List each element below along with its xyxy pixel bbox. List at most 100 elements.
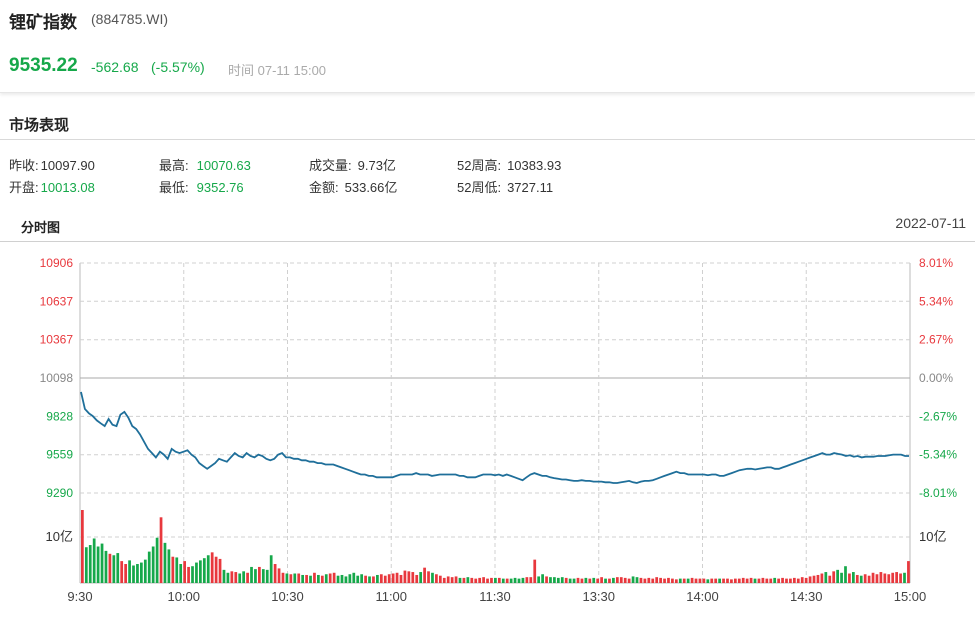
volume-bar xyxy=(376,574,379,583)
volume-bar xyxy=(891,572,895,583)
pct-tick-label: 8.01% xyxy=(919,256,953,270)
volume-bar xyxy=(722,578,725,583)
volume-bar xyxy=(800,577,804,583)
volume-bar xyxy=(777,578,780,583)
volume-bar xyxy=(313,572,316,583)
volume-bar xyxy=(513,577,517,583)
pct-tick-label: -2.67% xyxy=(919,409,957,423)
volume-bar xyxy=(580,578,584,583)
volume-bar xyxy=(415,574,419,583)
pct-tick-label: 0.00% xyxy=(919,371,953,385)
volume-bar xyxy=(545,576,548,583)
volume-bar xyxy=(446,576,450,583)
volume-bar xyxy=(108,553,112,583)
volume-bar xyxy=(588,578,592,583)
volume-bar xyxy=(698,578,702,583)
volume-bar xyxy=(399,574,403,583)
index-code: (884785.WI) xyxy=(91,11,169,27)
volume-bar xyxy=(132,565,135,583)
volume-bar xyxy=(175,557,179,583)
volume-bar xyxy=(411,572,415,583)
index-name: 锂矿指数 xyxy=(9,13,77,32)
stat-label: 开盘: xyxy=(9,180,39,195)
volume-label-right: 10亿 xyxy=(919,529,946,544)
volume-bar xyxy=(529,577,533,583)
volume-bar xyxy=(92,538,96,583)
volume-bar xyxy=(706,579,710,583)
volume-bar xyxy=(277,568,281,583)
volume-bar xyxy=(694,578,698,583)
volume-bar xyxy=(458,577,462,583)
volume-bar xyxy=(816,574,820,583)
volume-bar xyxy=(840,572,843,583)
volume-bar xyxy=(482,577,485,583)
volume-bar xyxy=(494,577,497,583)
volume-bar xyxy=(151,546,155,583)
y-tick-label: 9290 xyxy=(46,486,73,500)
volume-bar xyxy=(407,571,411,583)
current-price: 9535.22 xyxy=(9,55,78,76)
volume-bar xyxy=(686,578,690,583)
volume-bar xyxy=(647,577,651,583)
volume-bar xyxy=(643,578,647,583)
volume-bar xyxy=(859,575,863,583)
volume-bar xyxy=(505,578,509,583)
volume-bar xyxy=(120,561,124,583)
volume-bar xyxy=(104,550,108,583)
volume-bar xyxy=(690,577,694,583)
volume-bar xyxy=(604,578,607,583)
volume-bar xyxy=(218,558,222,583)
volume-bar xyxy=(183,561,187,583)
volume-bar xyxy=(769,578,773,583)
volume-bar xyxy=(81,510,84,583)
volume-bar xyxy=(600,577,603,583)
intraday-chart[interactable]: 10906 8.01% 10637 5.34% 10367 2.67% 10098 0.00%… xyxy=(0,242,975,629)
x-tick-label: 10:30 xyxy=(271,589,304,604)
volume-bar xyxy=(804,577,808,583)
tab-intraday-chart[interactable]: 分时图 xyxy=(21,220,61,235)
volume-bar xyxy=(631,576,635,583)
volume-bar xyxy=(84,547,88,583)
chart-divider xyxy=(0,241,975,242)
volume-bar xyxy=(844,566,847,583)
stat-label: 最低: xyxy=(159,180,189,195)
volume-bar xyxy=(442,577,446,583)
volume-bar xyxy=(537,576,541,583)
volume-bar xyxy=(395,572,399,583)
volume-bar xyxy=(509,578,513,583)
stat-label: 52周高: xyxy=(457,158,502,173)
x-tick-label: 13:30 xyxy=(582,589,615,604)
volume-bar xyxy=(627,578,631,583)
volume-bar xyxy=(199,560,202,583)
y-tick-label: 10637 xyxy=(40,294,74,308)
volume-bar xyxy=(273,564,277,583)
stat-52w-low: 52周低: 3727.11 xyxy=(457,177,553,196)
volume-bar xyxy=(159,517,163,583)
volume-label-left: 10亿 xyxy=(46,529,73,544)
volume-bar xyxy=(317,574,320,583)
volume-bar xyxy=(234,572,238,583)
y-tick-label: 9559 xyxy=(46,448,73,462)
stat-label: 金额: xyxy=(309,180,339,195)
volume-bar xyxy=(651,578,655,583)
volume-bar xyxy=(96,546,100,583)
volume-bar xyxy=(179,564,183,583)
volume-bar xyxy=(730,579,733,583)
volume-bar xyxy=(478,577,482,583)
volume-bar xyxy=(887,574,891,583)
x-tick-label: 11:00 xyxy=(375,589,407,604)
volume-bar xyxy=(623,577,627,583)
volume-bar xyxy=(372,576,375,583)
volume-bar xyxy=(517,578,521,583)
volume-bar xyxy=(490,577,493,583)
volume-bar xyxy=(596,578,600,583)
price-line xyxy=(80,391,909,484)
volume-bar xyxy=(214,556,218,583)
volume-bar xyxy=(903,572,906,583)
volume-bar xyxy=(450,577,454,583)
stat-label: 昨收: xyxy=(9,158,39,173)
volume-bar xyxy=(855,574,859,583)
volume-bar xyxy=(293,573,297,583)
volume-bar xyxy=(356,575,360,583)
volume-bar xyxy=(615,577,619,583)
